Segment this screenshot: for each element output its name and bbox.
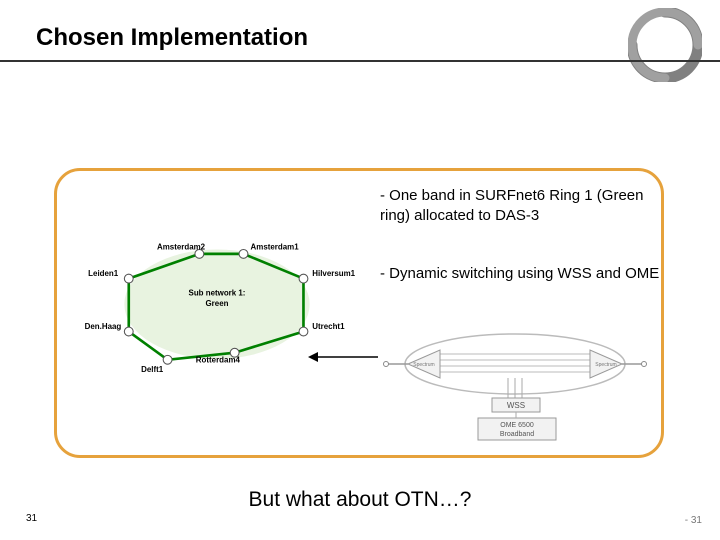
ring-node-hilversum1 xyxy=(299,274,308,283)
logo-icon xyxy=(628,8,702,82)
ring-node-leiden1 xyxy=(124,274,133,283)
ring-label-rotterdam4: Rotterdam4 xyxy=(196,355,241,364)
ring-node-delft1 xyxy=(163,355,172,364)
page-number-left: 31 xyxy=(26,513,37,524)
ring-node-amsterdam1 xyxy=(239,249,248,258)
ring-label-amsterdam1: Amsterdam1 xyxy=(251,242,300,251)
header-divider xyxy=(0,60,720,62)
ring-node-utrecht1 xyxy=(299,327,308,336)
ring-label-delft1: Delft1 xyxy=(141,365,164,374)
bullet-1: - One band in SURFnet6 Ring 1 (Green rin… xyxy=(380,186,660,227)
bullet-2: - Dynamic switching using WSS and OME xyxy=(380,264,660,284)
svg-text:WSS: WSS xyxy=(507,401,525,410)
svg-text:Spectrum: Spectrum xyxy=(413,362,434,368)
closing-question: But what about OTN…? xyxy=(0,488,720,512)
ring-label-leiden1: Leiden1 xyxy=(88,269,119,278)
ring-label-denhaag: Den.Haag xyxy=(85,322,122,331)
page-title: Chosen Implementation xyxy=(36,24,308,52)
ring-network-diagram: Sub network 1: Green Amsterdam2 Amsterdam… xyxy=(72,238,362,388)
arrow-icon xyxy=(308,350,380,364)
ring-node-denhaag xyxy=(124,327,133,336)
svg-text:Broadband: Broadband xyxy=(500,431,534,438)
ring-label-amsterdam2: Amsterdam2 xyxy=(157,242,206,251)
ring-label-hilversum1: Hilversum1 xyxy=(312,269,355,278)
svg-text:Sub network 1:: Sub network 1: xyxy=(189,288,246,297)
equipment-diagram: WSS OME 6500 Broadband Spectrum Spectrum xyxy=(380,326,650,446)
svg-text:Spectrum: Spectrum xyxy=(595,362,616,368)
page-number-right: - 31 xyxy=(685,515,702,526)
svg-text:OME 6500: OME 6500 xyxy=(500,422,534,429)
svg-text:Green: Green xyxy=(206,299,229,308)
ring-label-utrecht1: Utrecht1 xyxy=(312,322,345,331)
